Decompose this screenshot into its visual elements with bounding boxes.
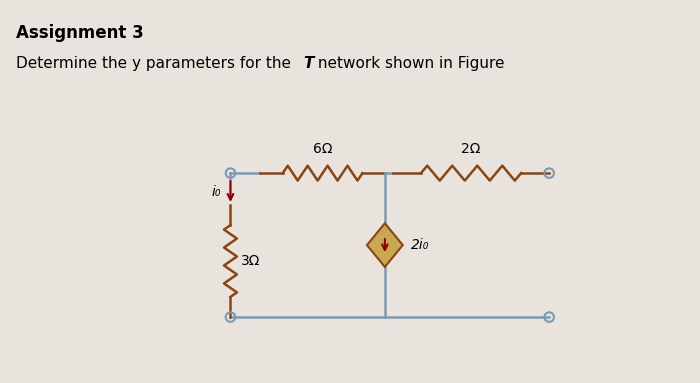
Text: T: T xyxy=(303,56,314,71)
Text: network shown in Figure: network shown in Figure xyxy=(313,56,505,71)
Text: Assignment 3: Assignment 3 xyxy=(16,24,144,42)
Polygon shape xyxy=(367,223,402,267)
Text: 2i₀: 2i₀ xyxy=(411,238,429,252)
Text: Determine the y parameters for the T: Determine the y parameters for the T xyxy=(16,56,306,71)
Text: i₀: i₀ xyxy=(211,185,220,198)
Text: 3Ω: 3Ω xyxy=(241,254,261,268)
Text: Determine the y parameters for the: Determine the y parameters for the xyxy=(16,56,296,71)
Text: 6Ω: 6Ω xyxy=(313,142,332,156)
Text: 2Ω: 2Ω xyxy=(461,142,481,156)
